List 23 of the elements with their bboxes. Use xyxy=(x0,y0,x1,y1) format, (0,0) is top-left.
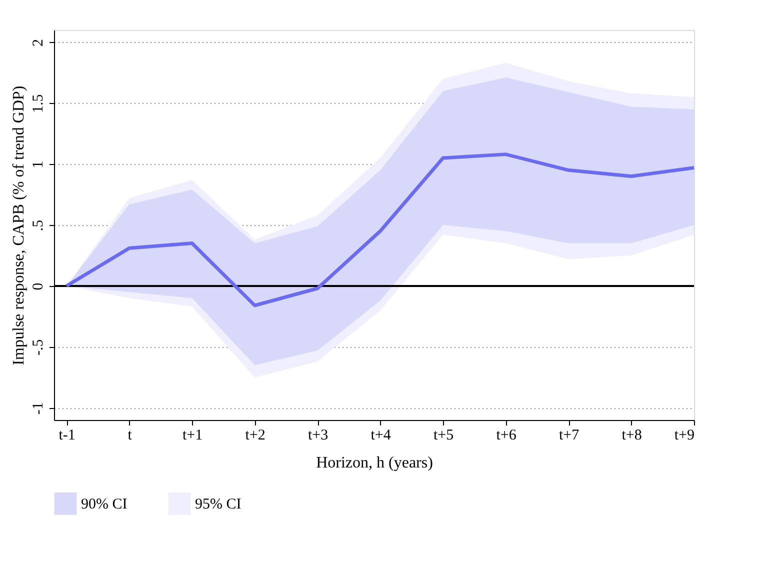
x-tick-label: t+5 xyxy=(433,428,454,444)
x-tick-label: t+9 xyxy=(674,428,694,444)
x-axis-title: Horizon, h (years) xyxy=(316,454,433,472)
y-tick-label: .5 xyxy=(30,220,46,232)
y-tick-label: -.5 xyxy=(30,339,46,356)
y-tick-label: -1 xyxy=(30,402,46,415)
line-series xyxy=(64,152,696,308)
x-tick-label: t xyxy=(128,428,133,444)
legend-label: 95% CI xyxy=(195,496,242,513)
x-tick-label: t+2 xyxy=(245,428,266,444)
x-tick-label: t+7 xyxy=(558,428,580,444)
x-tick-label: t+3 xyxy=(308,428,328,444)
x-tick-label: t+4 xyxy=(370,428,392,444)
legend-label: 90% CI xyxy=(81,496,128,513)
y-tick-label: 1 xyxy=(30,160,46,168)
x-tick-label: t-1 xyxy=(58,428,76,444)
y-tick-label: 2 xyxy=(30,38,46,46)
x-tick-label: t+6 xyxy=(496,428,517,444)
x-tick-label: t+8 xyxy=(622,428,642,444)
y-tick-label: 0 xyxy=(30,282,46,290)
y-tick-label: 1.5 xyxy=(30,94,46,113)
y-axis-title: Impulse response, CAPB (% of trend GDP) xyxy=(10,86,28,366)
x-tick-label: t+1 xyxy=(182,428,203,444)
